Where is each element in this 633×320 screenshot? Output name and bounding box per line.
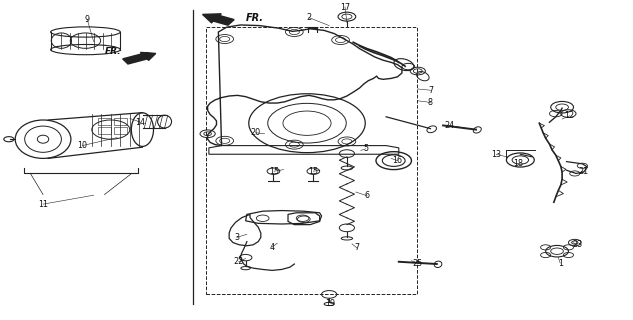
Text: 2: 2	[306, 13, 311, 22]
Text: 15: 15	[308, 167, 318, 176]
Text: 23: 23	[572, 240, 582, 249]
Text: 11: 11	[38, 200, 48, 209]
Text: 7: 7	[354, 244, 360, 252]
Text: 10: 10	[77, 141, 87, 150]
Bar	[114, 127, 127, 134]
FancyArrow shape	[123, 52, 156, 64]
Text: 12: 12	[565, 111, 575, 120]
Text: 4: 4	[270, 243, 275, 252]
Text: 16: 16	[392, 156, 403, 165]
Bar	[114, 118, 127, 125]
Text: 13: 13	[491, 150, 501, 159]
Text: 5: 5	[363, 144, 368, 153]
Text: 3: 3	[234, 233, 239, 242]
Bar	[98, 127, 111, 134]
Text: 22: 22	[234, 257, 244, 266]
Text: 20: 20	[251, 128, 261, 137]
Text: FR.: FR.	[246, 12, 263, 23]
Text: 18: 18	[513, 159, 523, 168]
Text: 6: 6	[365, 191, 370, 200]
Bar	[206, 27, 417, 294]
Text: 15: 15	[269, 167, 279, 176]
Text: 9: 9	[85, 15, 90, 24]
Text: 24: 24	[444, 121, 454, 130]
Bar	[98, 118, 111, 125]
Text: 1: 1	[558, 259, 563, 268]
Text: 25: 25	[413, 259, 423, 268]
Text: 8: 8	[428, 98, 433, 107]
Text: 21: 21	[579, 167, 589, 176]
FancyArrow shape	[203, 14, 234, 25]
Text: 17: 17	[340, 3, 350, 12]
Text: 7: 7	[428, 86, 433, 95]
Text: 14: 14	[135, 118, 146, 127]
Text: 19: 19	[325, 299, 335, 308]
Text: FR.: FR.	[104, 47, 121, 56]
